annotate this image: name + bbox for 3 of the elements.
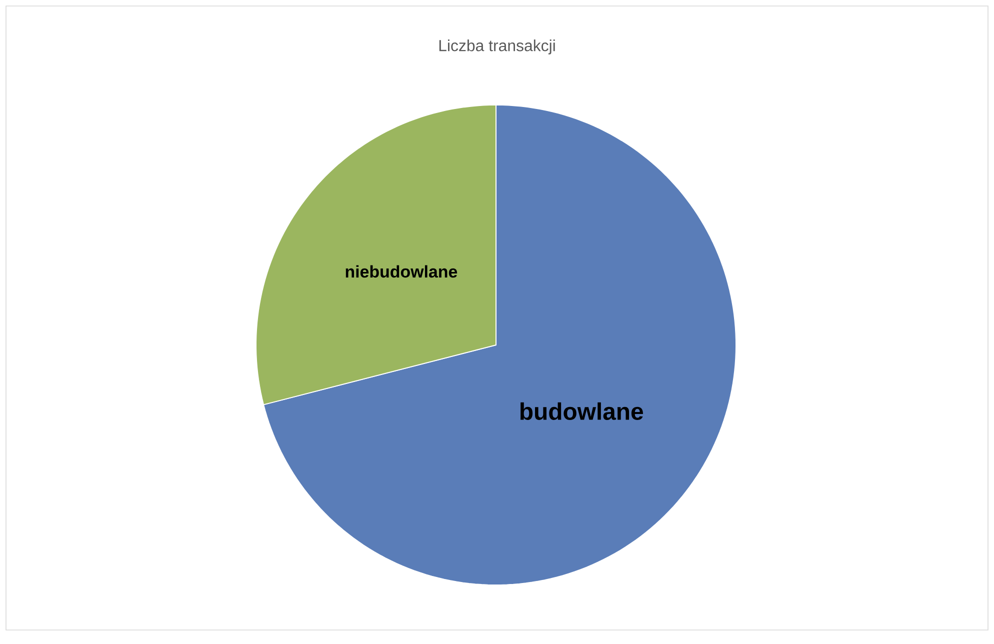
chart-title: Liczba transakcji (439, 40, 555, 54)
slice-label: budowlane (520, 402, 643, 420)
slice-label: niebudowlane (346, 265, 458, 278)
